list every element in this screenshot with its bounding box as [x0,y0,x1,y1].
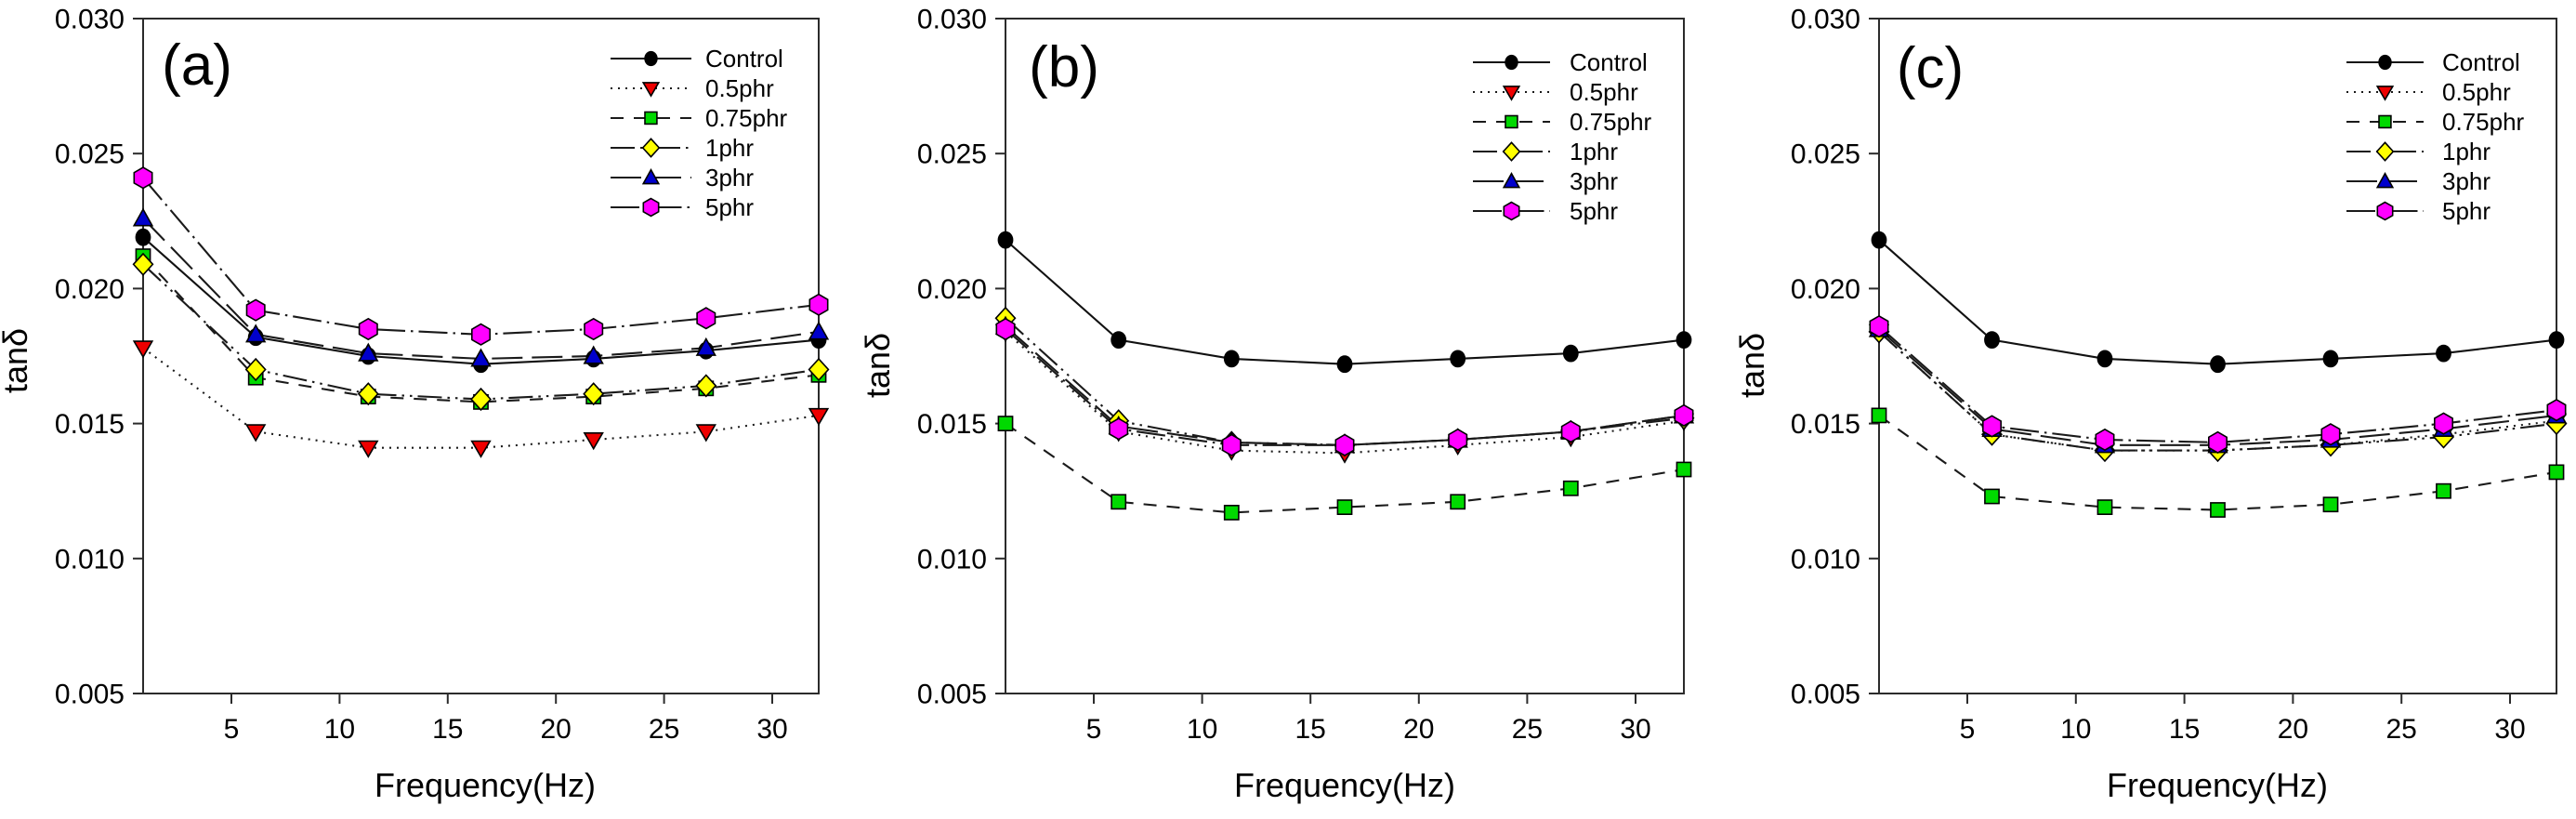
svg-text:0.015: 0.015 [1791,409,1860,440]
svg-text:5: 5 [1960,714,1976,745]
svg-text:5phr: 5phr [1570,197,1618,225]
svg-text:10: 10 [324,714,355,745]
svg-text:3phr: 3phr [705,164,754,192]
svg-text:20: 20 [541,714,572,745]
svg-text:(a): (a) [162,33,232,98]
svg-text:1phr: 1phr [1570,138,1618,165]
svg-text:30: 30 [1620,714,1650,745]
svg-text:0.015: 0.015 [917,409,987,440]
svg-text:0.5phr: 0.5phr [1570,78,1638,106]
svg-text:0.025: 0.025 [55,139,125,170]
svg-text:tanδ: tanδ [0,328,34,393]
svg-text:0.020: 0.020 [55,274,125,305]
svg-text:0.75phr: 0.75phr [705,104,788,132]
svg-text:15: 15 [2169,714,2200,745]
svg-text:0.030: 0.030 [55,5,125,35]
svg-text:30: 30 [2494,714,2525,745]
svg-text:Frequency(Hz): Frequency(Hz) [375,766,596,804]
svg-text:Control: Control [2442,48,2520,76]
svg-text:25: 25 [649,714,679,745]
svg-text:20: 20 [2278,714,2308,745]
svg-text:5phr: 5phr [2442,197,2491,225]
svg-text:1phr: 1phr [2442,138,2491,165]
svg-text:0.020: 0.020 [1791,274,1860,305]
svg-text:0.005: 0.005 [55,680,125,710]
svg-text:0.010: 0.010 [917,544,987,575]
svg-text:3phr: 3phr [2442,167,2491,195]
svg-text:0.5phr: 0.5phr [705,74,774,102]
svg-text:0.005: 0.005 [1791,680,1860,710]
svg-text:0.030: 0.030 [1791,5,1860,35]
svg-text:0.005: 0.005 [917,680,987,710]
svg-text:1phr: 1phr [705,134,754,162]
svg-text:0.010: 0.010 [55,544,125,575]
svg-text:tanδ: tanδ [859,333,897,398]
svg-text:5: 5 [1086,714,1102,745]
svg-text:(c): (c) [1897,36,1964,100]
svg-text:Control: Control [705,45,783,73]
svg-text:20: 20 [1403,714,1434,745]
svg-text:15: 15 [432,714,463,745]
svg-text:0.030: 0.030 [917,5,987,35]
svg-text:10: 10 [1187,714,1217,745]
svg-text:0.75phr: 0.75phr [1570,108,1652,136]
svg-text:0.75phr: 0.75phr [2442,108,2525,136]
svg-text:Control: Control [1570,48,1648,76]
svg-text:tanδ: tanδ [1733,333,1771,398]
svg-text:(b): (b) [1029,35,1099,99]
svg-text:5phr: 5phr [705,193,754,221]
svg-text:5: 5 [224,714,240,745]
svg-text:15: 15 [1295,714,1326,745]
svg-text:0.020: 0.020 [917,274,987,305]
svg-text:10: 10 [2060,714,2091,745]
svg-text:0.015: 0.015 [55,409,125,440]
svg-text:3phr: 3phr [1570,167,1618,195]
svg-text:25: 25 [2386,714,2417,745]
svg-text:0.010: 0.010 [1791,544,1860,575]
svg-text:25: 25 [1512,714,1543,745]
svg-text:0.025: 0.025 [1791,139,1860,170]
svg-text:0.5phr: 0.5phr [2442,78,2511,106]
svg-text:0.025: 0.025 [917,139,987,170]
svg-text:30: 30 [756,714,787,745]
svg-text:Frequency(Hz): Frequency(Hz) [1234,766,1455,804]
svg-text:Frequency(Hz): Frequency(Hz) [2107,766,2328,804]
